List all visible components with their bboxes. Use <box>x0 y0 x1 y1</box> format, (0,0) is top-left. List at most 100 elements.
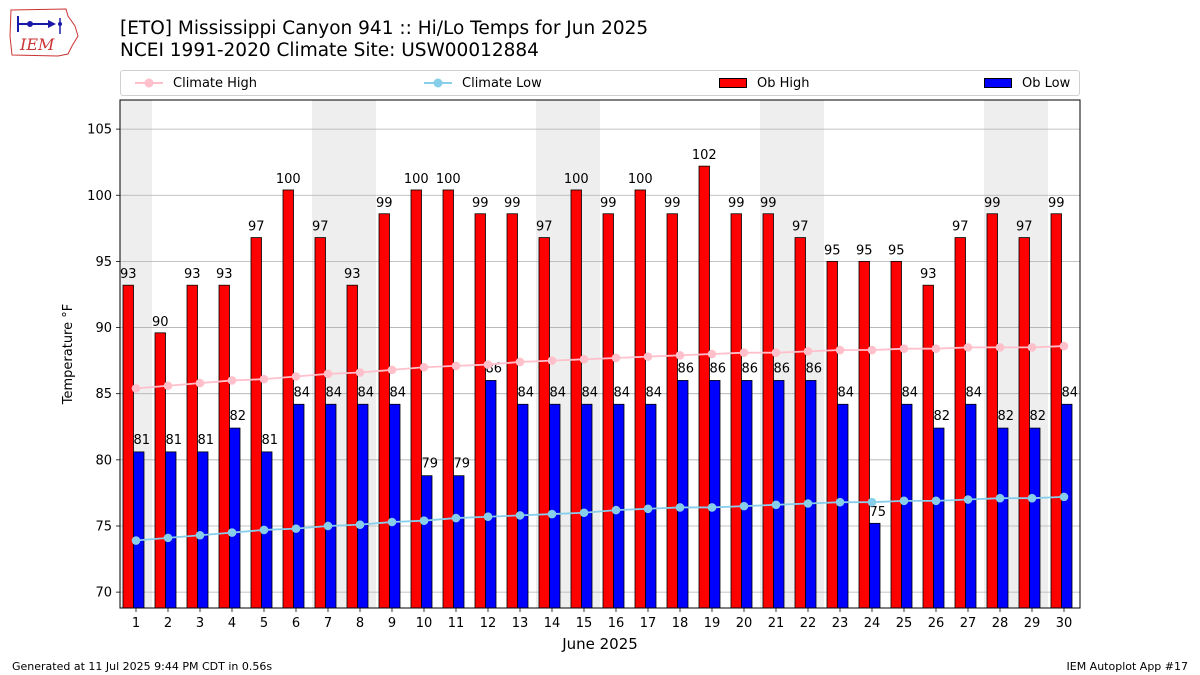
x-tick-label: 21 <box>768 616 785 631</box>
x-tick-label: 8 <box>356 616 364 631</box>
ob-high-bar <box>762 213 774 609</box>
ob-low-value-label: 84 <box>325 385 342 400</box>
ob-high-value-label: 93 <box>184 267 201 282</box>
ob-high-bar <box>858 260 870 609</box>
ob-high-bar <box>410 189 422 609</box>
ob-low-value-label: 81 <box>261 433 278 448</box>
ob-high-bar <box>666 213 678 609</box>
ob-low-bar <box>229 427 241 609</box>
climate-high-point <box>1059 341 1069 351</box>
ob-low-bar <box>549 403 561 609</box>
x-tick-label: 23 <box>832 616 849 631</box>
climate-high-swatch <box>135 78 163 88</box>
ob-high-value-label: 93 <box>920 267 937 282</box>
x-tick-label: 14 <box>544 616 561 631</box>
x-tick-label: 2 <box>164 616 172 631</box>
ob-high-value-label: 99 <box>376 196 393 211</box>
ob-high-value-label: 97 <box>952 220 969 235</box>
y-axis-label: Temperature °F <box>61 304 76 405</box>
ob-high-value-label: 99 <box>472 196 489 211</box>
ob-high-bar <box>826 260 838 609</box>
climate-low-point <box>227 528 237 537</box>
ob-high-value-label: 97 <box>1016 220 1033 235</box>
ob-low-value-label: 84 <box>901 385 918 400</box>
ob-low-bar <box>901 403 913 609</box>
climate-low-point <box>259 525 269 535</box>
climate-high-line <box>135 345 1065 390</box>
x-tick-label: 9 <box>388 616 396 631</box>
ob-low-bar <box>453 475 465 609</box>
ob-high-bar <box>122 284 134 609</box>
ob-high-bar <box>506 213 518 609</box>
climate-high-point <box>899 344 909 354</box>
climate-high-point <box>387 365 397 375</box>
legend-climate-low-label: Climate Low <box>462 75 542 91</box>
ob-high-value-label: 97 <box>536 220 553 235</box>
climate-low-point <box>707 503 717 512</box>
x-tick-label: 25 <box>896 616 913 631</box>
climate-high-point <box>547 356 557 365</box>
legend-climate-low: Climate Low <box>424 71 542 95</box>
ob-high-value-label: 99 <box>1048 196 1065 211</box>
x-tick-label: 5 <box>260 616 268 631</box>
legend-ob-high: Ob High <box>719 71 810 95</box>
climate-low-point <box>547 509 557 519</box>
y-tick-label: 75 <box>95 519 112 534</box>
iem-logo: IEM <box>9 8 79 57</box>
climate-high-point <box>323 369 333 379</box>
ob-low-value-label: 84 <box>613 385 630 400</box>
climate-low-point <box>195 530 205 540</box>
climate-low-point <box>867 497 877 507</box>
climate-low-point <box>323 521 333 531</box>
climate-high-point <box>675 351 685 360</box>
ob-high-bar <box>474 213 486 609</box>
climate-low-point <box>163 533 173 543</box>
x-tick-label: 27 <box>960 616 977 631</box>
ob-high-bar <box>602 213 614 609</box>
climate-low-point <box>899 496 909 506</box>
climate-low-point <box>995 493 1005 503</box>
x-tick-label: 15 <box>576 616 593 631</box>
ob-low-value-label: 75 <box>869 505 886 520</box>
climate-low-point <box>515 511 525 520</box>
chart-title: [ETO] Mississippi Canyon 941 :: Hi/Lo Te… <box>120 18 648 62</box>
ob-low-bar <box>869 522 881 609</box>
ob-low-value-label: 86 <box>773 361 790 376</box>
ob-low-value-label: 84 <box>517 385 534 400</box>
ob-high-value-label: 102 <box>692 148 717 163</box>
title-line-2: NCEI 1991-2020 Climate Site: USW00012884 <box>120 40 539 61</box>
ob-low-bar <box>741 380 753 609</box>
y-tick-label: 70 <box>95 586 112 601</box>
ob-high-bar <box>986 213 998 609</box>
ob-low-value-label: 79 <box>421 457 438 472</box>
ob-high-value-label: 95 <box>888 243 905 258</box>
x-tick-label: 28 <box>992 616 1009 631</box>
climate-high-point <box>867 345 877 355</box>
climate-high-point <box>291 372 301 381</box>
climate-high-point <box>611 353 621 363</box>
y-tick-label: 80 <box>95 453 112 468</box>
climate-low-point <box>355 520 365 529</box>
ob-high-bar <box>186 284 198 609</box>
ob-high-bar <box>1050 213 1062 609</box>
x-tick-label: 29 <box>1024 616 1041 631</box>
ob-high-bar <box>922 284 934 609</box>
ob-high-bar <box>634 189 646 609</box>
climate-low-point <box>131 536 141 545</box>
ob-low-value-label: 84 <box>581 385 598 400</box>
ob-low-bar <box>933 427 945 609</box>
ob-low-value-label: 84 <box>357 385 374 400</box>
ob-low-value-label: 84 <box>965 385 982 400</box>
ob-high-value-label: 95 <box>824 243 841 258</box>
legend: Climate High Climate Low Ob High Ob Low <box>120 70 1080 96</box>
x-tick-label: 19 <box>704 616 721 631</box>
ob-low-value-label: 84 <box>389 385 406 400</box>
climate-high-point <box>579 354 589 364</box>
ob-low-bar <box>997 427 1009 609</box>
logo-text: IEM <box>19 35 55 54</box>
climate-high-point <box>739 348 749 357</box>
ob-high-bar <box>218 284 230 609</box>
ob-high-bar <box>954 237 966 609</box>
ob-low-bar <box>485 380 497 609</box>
